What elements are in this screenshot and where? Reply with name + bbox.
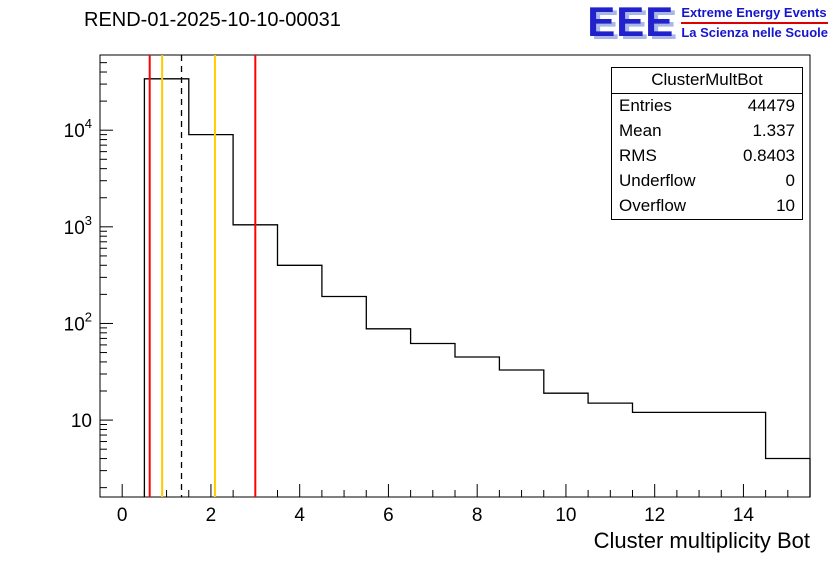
x-tick-label: 6: [383, 505, 394, 526]
x-tick-label: 0: [117, 505, 128, 526]
stats-label: Underflow: [619, 170, 696, 190]
stats-label: Entries: [619, 96, 672, 115]
x-tick-label: 10: [555, 505, 576, 526]
y-tick-label: 104: [64, 116, 92, 142]
stats-row-overflow: Overflow 10: [612, 194, 802, 219]
eee-logo-subtitles: Extreme Energy Events La Scienza nelle S…: [681, 2, 828, 42]
x-tick-label: 14: [733, 505, 755, 526]
x-tick-label: 8: [472, 505, 483, 526]
x-tick-label: 12: [644, 505, 665, 526]
stats-value: 44479: [747, 96, 795, 115]
logo-red-divider: [681, 22, 828, 25]
logo-subtitle-1: Extreme Energy Events: [681, 5, 827, 20]
stats-value: 0.8403: [743, 145, 795, 165]
x-tick-label: 2: [206, 505, 217, 526]
stats-value: 0: [785, 170, 795, 190]
stats-row-rms: RMS 0.8403: [612, 144, 802, 169]
y-tick-label: 102: [64, 309, 92, 335]
y-tick-label: 10: [71, 411, 92, 432]
y-tick-label: 103: [64, 213, 92, 239]
eee-logo-text: EEE: [587, 0, 675, 45]
stats-label: RMS: [619, 145, 657, 165]
eee-logo: EEE Extreme Energy Events La Scienza nel…: [587, 0, 828, 45]
plot-title: REND-01-2025-10-10-00031: [84, 9, 341, 31]
stats-label: Mean: [619, 120, 662, 140]
stats-row-entries: Entries 44479: [612, 94, 802, 119]
logo-subtitle-2: La Scienza nelle Scuole: [681, 25, 828, 41]
stats-label: Overflow: [619, 195, 687, 215]
stats-value: 10: [776, 195, 795, 215]
stats-row-underflow: Underflow 0: [612, 169, 802, 194]
stats-row-mean: Mean 1.337: [612, 119, 802, 144]
x-axis-title: Cluster multiplicity Bot: [593, 528, 810, 553]
histogram-step-line: [143, 78, 811, 497]
x-tick-label: 4: [294, 505, 305, 526]
stats-box: ClusterMultBot Entries 44479 Mean 1.337 …: [611, 67, 803, 220]
stats-title: ClusterMultBot: [612, 68, 802, 94]
stats-value: 1.337: [752, 120, 795, 140]
